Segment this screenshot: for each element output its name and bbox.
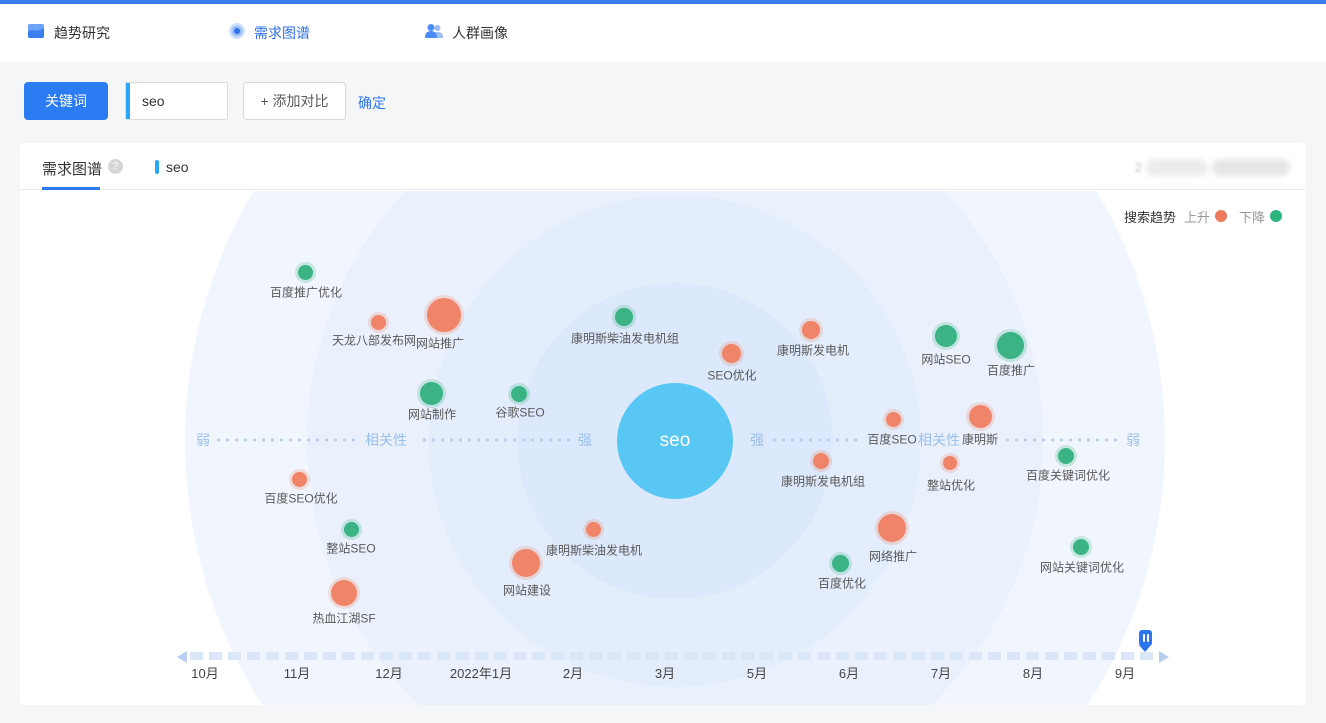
bubble-网站建设[interactable] [512,549,540,577]
bubble-网络推广[interactable] [878,514,906,542]
axis-left-strong: 强 [578,432,592,448]
timeline-month-9月: 9月 [1114,666,1136,681]
tab-demand-map[interactable]: 需求图谱 [42,161,103,178]
bubble-康明斯[interactable] [968,404,992,428]
keyword-legend: seo [155,159,189,175]
date-range-redacted: 2 [1135,155,1290,179]
timeline-month-3月: 3月 [654,666,676,681]
nav-item-demand-map[interactable]: 需求图谱 [228,4,310,62]
bubble-百度SEO[interactable] [885,411,901,427]
timeline-month-7月: 7月 [930,666,952,681]
timeline-month-2022年1月: 2022年1月 [449,666,513,681]
timeline-month-6月: 6月 [838,666,860,681]
add-compare-button[interactable]: + 添加对比 [243,82,346,120]
help-icon[interactable]: ? [108,159,123,174]
bubble-SEO优化[interactable] [721,343,741,363]
bubble-热血江湖SF[interactable] [331,580,357,606]
nav-label: 人群画像 [452,25,508,41]
nav-item-trend-research[interactable]: 趋势研究 [27,4,110,62]
timeline-left-arrow[interactable] [177,651,187,663]
axis-right-label: 相关性 [918,432,960,448]
search-toolbar: 关键词 + 添加对比 确定 [0,62,1326,143]
bubble-康明斯发电机[interactable] [802,321,820,339]
nav-label: 趋势研究 [54,25,110,41]
bubble-百度SEO优化[interactable] [291,471,307,487]
bubble-网站制作[interactable] [419,381,443,405]
timeline-handle[interactable] [1139,630,1152,652]
keyword-legend-bar [155,160,159,174]
people-icon [424,22,444,45]
top-accent-line [0,0,1326,4]
bubble-康明斯柴油发电机[interactable] [585,521,601,537]
timeline-month-12月: 12月 [375,666,403,681]
active-tab-underline [42,187,100,190]
nav-label: 需求图谱 [254,25,310,41]
keyword-color-bar [126,83,130,119]
axis-dots [214,437,360,443]
fall-dot [1270,210,1282,222]
rise-dot [1214,210,1227,222]
date-blur-block [1212,158,1290,176]
top-nav: 趋势研究 需求图谱 人群画像 [0,4,1326,62]
axis-right-weak: 弱 [1126,432,1140,448]
trend-icon [27,22,46,45]
keyword-input[interactable] [130,83,227,119]
fall-label: 下降 [1238,209,1265,225]
timeline-month-11月: 11月 [283,666,311,681]
confirm-link[interactable]: 确定 [358,95,386,111]
bubble-整站SEO[interactable] [343,521,359,537]
nav-item-audience-profile[interactable]: 人群画像 [424,4,508,62]
keyword-input-wrap [125,82,228,120]
bubble-康明斯柴油发电机组[interactable] [615,308,633,326]
timeline-month-2月: 2月 [562,666,584,681]
bubble-百度推广优化[interactable] [297,264,313,280]
date-range-prefix: 2 [1134,159,1142,175]
axis-dots [420,437,574,443]
bubble-谷歌SEO[interactable] [511,386,527,402]
timeline-right-arrow[interactable] [1159,651,1169,663]
axis-dots [1003,437,1121,443]
bubble-网站关键词优化[interactable] [1073,539,1089,555]
bubble-网站SEO[interactable] [935,325,957,347]
timeline-month-5月: 5月 [746,666,768,681]
keyword-button[interactable]: 关键词 [24,82,108,120]
timeline-month-8月: 8月 [1022,666,1044,681]
timeline-month-10月: 10月 [191,666,219,681]
timeline-track[interactable] [190,652,1153,660]
axis-dots [770,437,862,443]
keyword-legend-label: seo [166,159,189,175]
bubble-康明斯发电机组[interactable] [813,453,829,469]
axis-left-label: 相关性 [365,432,407,448]
axis-left-weak: 弱 [196,432,210,448]
bubble-天龙八部发布网[interactable] [370,314,386,330]
bubble-百度关键词优化[interactable] [1058,448,1074,464]
bubble-整站优化[interactable] [943,456,957,470]
date-blur-block [1146,158,1208,176]
radar-icon [228,22,246,45]
search-trend-label: 搜索趋势 [1123,209,1176,225]
timeline-months: 10月 11月 12月 2022年1月 2月 3月 5月 6月 7月 8月 9月 [0,663,1326,681]
bubble-百度推广[interactable] [996,331,1024,359]
panel-header: 需求图谱 ? seo 2 [20,143,1306,190]
rise-label: 上升 [1183,209,1210,225]
bubble-网站推广[interactable] [427,298,461,332]
center-bubble-seo[interactable]: seo [617,383,733,499]
axis-right-strong: 强 [750,432,764,448]
bubble-百度优化[interactable] [831,554,849,572]
